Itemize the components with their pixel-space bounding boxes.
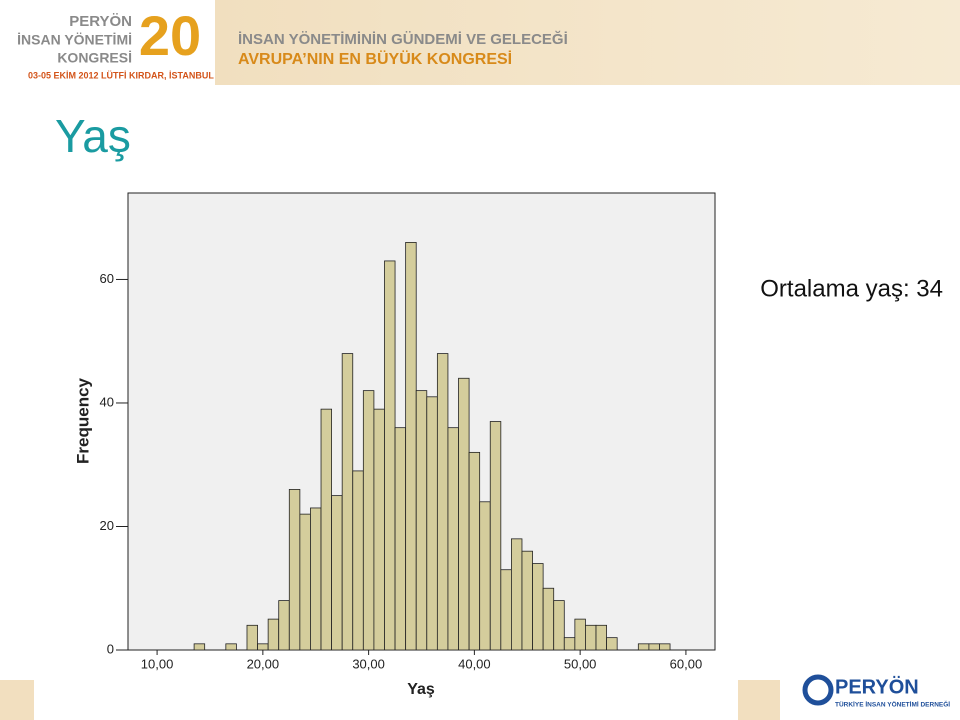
histogram-bar	[246, 624, 258, 651]
x-tick-label: 50,00	[564, 656, 597, 671]
x-tick-label: 20,00	[247, 656, 280, 671]
tagline: AVRUPA’NIN EN BÜYÜK KONGRESİ	[238, 49, 512, 68]
y-tick-label: 0	[107, 641, 114, 656]
y-tick-label: 40	[100, 394, 114, 409]
histogram-bar	[278, 600, 290, 651]
histogram-bar	[225, 643, 237, 651]
histogram-bar	[341, 353, 354, 651]
footer-logo-mark	[802, 674, 834, 706]
histogram-bar	[288, 489, 301, 651]
banner-band	[215, 0, 960, 85]
footer-deco	[0, 680, 34, 720]
histogram-bar	[489, 421, 502, 651]
histogram-bar	[362, 390, 375, 651]
histogram-bar	[595, 624, 607, 651]
y-axis-label: Frequency	[73, 377, 92, 464]
histogram-bar	[553, 600, 565, 651]
histogram-bar	[511, 538, 523, 651]
histogram-bar	[384, 260, 396, 651]
footer-logo: PERYÖN	[835, 675, 919, 698]
histogram-bar	[574, 618, 586, 651]
histogram-bar	[542, 587, 555, 651]
x-tick-label: 30,00	[352, 656, 385, 671]
tagline: İNSAN YÖNETİMİNİN GÜNDEMİ VE GELECEĞİ	[238, 30, 568, 48]
histogram-bar	[447, 427, 459, 651]
logo-text: İNSAN YÖNETİMİ	[17, 32, 132, 48]
histogram-bar	[637, 643, 650, 651]
histogram-bar	[310, 507, 322, 651]
histogram-bar	[394, 427, 407, 651]
histogram-bar	[331, 495, 343, 651]
histogram-bar	[468, 451, 481, 651]
annotation: Ortalama yaş: 34	[760, 275, 943, 302]
y-tick-label: 60	[100, 271, 114, 286]
histogram-bar	[648, 643, 660, 651]
histogram-bar	[532, 563, 544, 651]
slide-title: Yaş	[55, 110, 131, 162]
x-tick-label: 40,00	[458, 656, 491, 671]
footer-logo-sub: TÜRKİYE İNSAN YÖNETİMİ DERNEĞİ	[835, 700, 950, 709]
event-date: 03-05 EKİM 2012 LÜTFİ KIRDAR, İSTANBUL	[28, 70, 214, 80]
histogram-bar	[415, 390, 428, 651]
histogram-bar	[320, 408, 332, 651]
histogram-bar	[606, 637, 618, 651]
logo-number: 20	[139, 4, 201, 67]
histogram-bar	[500, 569, 512, 651]
histogram-bar	[458, 377, 470, 651]
histogram-bar	[436, 353, 449, 651]
histogram-bar	[585, 624, 597, 651]
x-axis-label: Yaş	[407, 681, 435, 698]
histogram-bar	[193, 643, 206, 651]
footer-deco	[738, 680, 780, 720]
histogram-bar	[405, 242, 417, 651]
histogram-bar	[267, 618, 280, 651]
histogram-bar	[373, 408, 385, 651]
histogram-bar	[479, 501, 491, 651]
x-tick-label: 10,00	[141, 656, 174, 671]
histogram-bar	[352, 470, 364, 651]
logo-text: PERYÖN	[69, 13, 132, 30]
histogram-bar	[521, 550, 533, 651]
histogram-bar	[299, 513, 311, 651]
x-tick-label: 60,00	[670, 656, 703, 671]
histogram-bar	[659, 643, 671, 651]
histogram-bar	[257, 643, 269, 651]
histogram-bar	[426, 396, 438, 651]
y-tick-label: 20	[100, 518, 114, 533]
histogram-bar	[563, 637, 576, 651]
logo-text: KONGRESİ	[57, 50, 132, 66]
